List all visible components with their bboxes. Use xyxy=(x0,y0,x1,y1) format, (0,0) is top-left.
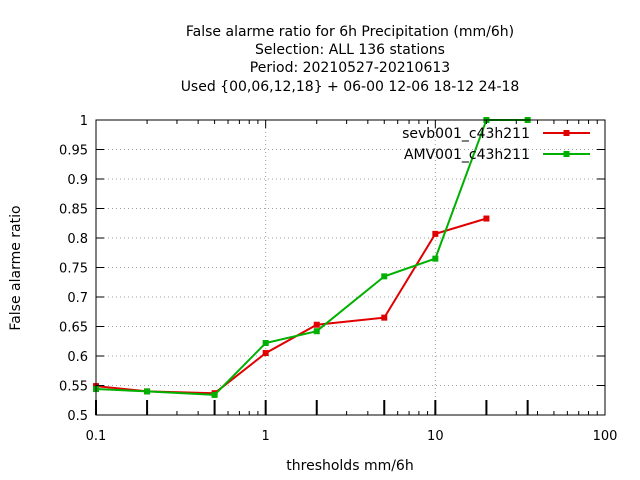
y-tick-labels: 0.5 0.55 0.6 0.65 0.7 0.75 0.8 0.85 0.9 0.95 1 xyxy=(59,114,88,424)
legend: sevb001_c43h211 AMV001_c43h211 xyxy=(402,126,590,163)
chart-title: False alarme ratio for 6h Precipitation … xyxy=(181,24,520,95)
legend-marker xyxy=(563,130,570,136)
chart-title-line-1: False alarme ratio for 6h Precipitation … xyxy=(186,24,514,40)
x-tick-label: 0.1 xyxy=(86,429,107,444)
y-tick-label: 0.65 xyxy=(59,321,88,336)
y-tick-label: 0.55 xyxy=(59,380,88,395)
series-layer xyxy=(93,117,531,398)
series-1-point xyxy=(313,321,320,328)
chart-title-line-3: Period: 20210527-20210613 xyxy=(250,60,450,76)
x-tick-label: 1 xyxy=(262,429,270,444)
x-tick-label: 10 xyxy=(427,429,444,444)
y-tick-label: 0.8 xyxy=(67,232,88,247)
y-tick-label: 0.9 xyxy=(67,173,88,188)
y-tick-label: 0.7 xyxy=(67,291,88,306)
series-2-point xyxy=(262,340,269,347)
series-2-point xyxy=(211,391,218,398)
series-2-point xyxy=(313,328,320,335)
chart-title-line-4: Used {00,06,12,18} + 06-00 12-06 18-12 2… xyxy=(181,79,520,95)
series-1-point xyxy=(381,314,388,321)
legend-marker xyxy=(563,151,570,157)
x-tick-label: 100 xyxy=(593,429,618,444)
threshold-markers xyxy=(95,400,529,415)
axis-ticks xyxy=(95,119,606,416)
legend-label: sevb001_c43h211 xyxy=(402,126,530,142)
chart-title-line-2: Selection: ALL 136 stations xyxy=(255,42,445,58)
series-1-point xyxy=(483,215,490,222)
y-tick-label: 0.75 xyxy=(59,262,88,277)
legend-label: AMV001_c43h211 xyxy=(404,147,530,163)
y-axis-label: False alarme ratio xyxy=(8,205,24,330)
series-2-point xyxy=(432,255,439,262)
series-1-point xyxy=(432,230,439,237)
series-line-1 xyxy=(95,217,487,395)
x-tick-labels: 0.1 1 10 100 xyxy=(86,429,618,444)
y-tick-label: 1 xyxy=(80,114,88,129)
series-2-point xyxy=(144,388,151,395)
series-2-point xyxy=(381,273,388,280)
y-tick-label: 0.85 xyxy=(59,203,88,218)
y-tick-label: 0.5 xyxy=(67,409,88,424)
series-1-point xyxy=(262,350,269,357)
x-axis-label: thresholds mm/6h xyxy=(286,458,413,474)
y-tick-label: 0.95 xyxy=(59,144,88,159)
y-tick-label: 0.6 xyxy=(67,350,88,365)
grid xyxy=(96,120,605,415)
